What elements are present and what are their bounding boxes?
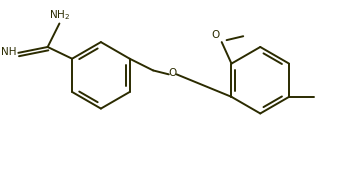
Text: O: O bbox=[168, 68, 177, 78]
Text: NH$_2$: NH$_2$ bbox=[49, 8, 70, 22]
Text: NH: NH bbox=[1, 47, 16, 57]
Text: O: O bbox=[211, 30, 220, 40]
